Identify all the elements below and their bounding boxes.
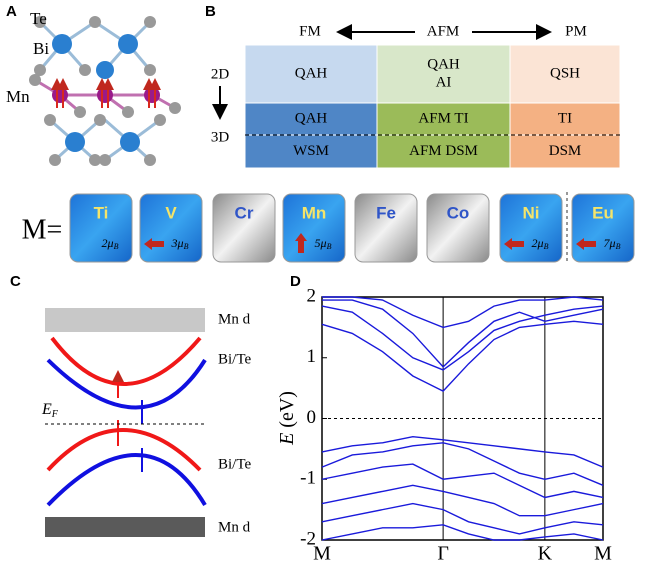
level-label: Mn d xyxy=(218,519,251,535)
element-symbol: Co xyxy=(447,203,470,222)
level-label: Mn d xyxy=(218,311,251,327)
atom-label: Mn xyxy=(6,87,30,106)
moment-arrow xyxy=(295,233,307,253)
phase-table: QAH QAH AI QSH QAH AFM TI TI WSM AFM DSM DSM xyxy=(244,44,621,169)
level-label: Bi/Te xyxy=(218,456,251,472)
element-symbol: V xyxy=(165,203,177,222)
y-tick-label: 1 xyxy=(307,346,317,367)
element-tile xyxy=(69,193,133,263)
panel-label: B xyxy=(205,3,216,20)
header: FM xyxy=(299,23,321,39)
row-label: 2D xyxy=(211,66,230,82)
element-symbol: Ni xyxy=(523,203,540,222)
cell-text: QAH xyxy=(295,65,328,81)
band-block xyxy=(45,517,205,537)
header: AFM xyxy=(427,23,460,39)
band-line xyxy=(322,296,604,329)
element-symbol: Ti xyxy=(94,203,109,222)
table-cell xyxy=(244,134,378,169)
prefix: M= xyxy=(22,214,63,245)
moment-arrow xyxy=(144,238,164,250)
band-line xyxy=(321,436,604,468)
x-tick-label: M xyxy=(313,543,331,565)
element-tile xyxy=(426,193,490,263)
x-tick-label: Γ xyxy=(437,543,449,565)
cell-text: TI xyxy=(558,110,572,126)
band-line xyxy=(321,484,604,517)
table-cell xyxy=(509,44,621,104)
element-moment: 3μB xyxy=(171,236,189,251)
band-block xyxy=(45,308,205,332)
element-tile xyxy=(212,193,276,263)
element-moment: 5μB xyxy=(315,236,332,251)
cell-text: AI xyxy=(436,74,452,90)
table-cell xyxy=(244,44,378,104)
y-tick-label: 2 xyxy=(307,285,317,306)
band-line xyxy=(321,442,604,486)
crystal xyxy=(29,16,181,166)
moment-arrow xyxy=(576,238,596,250)
band-line xyxy=(321,502,604,535)
table-cell xyxy=(244,102,378,136)
band-line xyxy=(321,463,604,499)
cell-text: AFM DSM xyxy=(409,143,478,159)
panel-label: A xyxy=(6,3,17,20)
moment-arrow xyxy=(504,238,524,250)
band-line xyxy=(322,299,604,368)
atom-label: Te xyxy=(30,9,47,28)
cell-text: QAH xyxy=(295,110,328,126)
element-tile xyxy=(354,193,418,263)
cell-text: AFM TI xyxy=(418,110,468,126)
element-moment: 2μB xyxy=(532,236,549,251)
element-moment: 2μB xyxy=(102,236,119,251)
table-cell xyxy=(509,102,621,136)
x-tick-label: M xyxy=(594,543,612,565)
element-symbol: Eu xyxy=(592,203,614,222)
element-row: Ti 2μB V 3μB Cr Mn 5μB Fe Co Ni 2μB Eu 7μB xyxy=(69,193,635,263)
level-label: Bi/Te xyxy=(218,351,251,367)
table-cell xyxy=(509,134,621,169)
y-tick-label: 0 xyxy=(307,407,317,428)
panel-label: C xyxy=(10,273,21,290)
element-symbol: Fe xyxy=(376,203,396,222)
cell-text: QAH xyxy=(427,56,460,72)
atom-label: Bi xyxy=(33,39,49,58)
y-tick-label: -1 xyxy=(300,468,316,489)
fermi-label: EF xyxy=(41,401,59,421)
x-tick-label: K xyxy=(538,543,553,565)
cell-text: QSH xyxy=(550,65,580,81)
table-cell xyxy=(376,44,511,104)
y-axis-label: E (eV) xyxy=(276,391,298,446)
row-label: 3D xyxy=(211,129,230,145)
band-line xyxy=(321,305,604,371)
header: PM xyxy=(565,23,587,39)
element-moment: 7μB xyxy=(604,236,621,251)
cell-text: WSM xyxy=(293,143,329,159)
bands xyxy=(46,336,207,507)
y-tick-label: -2 xyxy=(300,528,316,549)
element-symbol: Mn xyxy=(302,203,327,222)
band-line xyxy=(321,524,604,541)
band-structure: -2 -1 0 1 2 M Γ K M xyxy=(300,285,612,564)
cell-text: DSM xyxy=(549,143,582,159)
panel-label: D xyxy=(290,273,301,290)
band-line xyxy=(321,320,604,393)
element-symbol: Cr xyxy=(235,203,254,222)
